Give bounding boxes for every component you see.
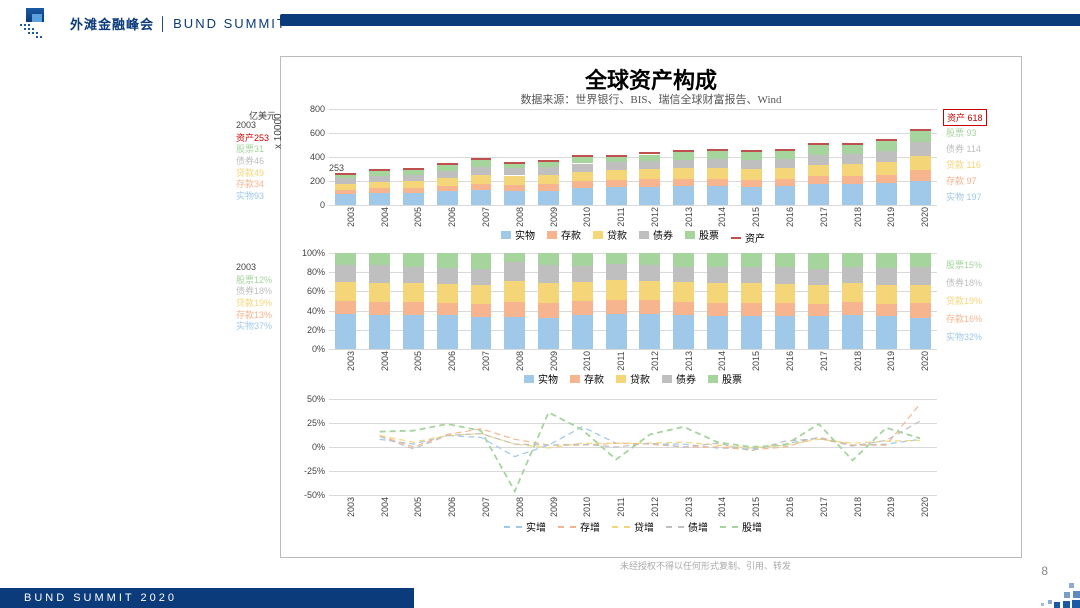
page-number: 8 (1041, 564, 1048, 578)
footer-deco-icon (980, 578, 1080, 608)
footer-bar: BUND SUMMIT 2020 (0, 588, 414, 608)
chart2-stacked-pct: 0%20%40%60%80%100%2003200420052006200720… (329, 253, 937, 349)
chart3-legend: 实增存增贷增债增股增 (329, 519, 937, 534)
logo-icon (20, 6, 60, 40)
chart-panel: 全球资产构成 数据来源：世界银行、BIS、瑞信全球财富报告、Wind 亿美元 x… (280, 56, 1022, 558)
chart1-2003-breakdown: 2003资产253股票31债券46贷款49存款34实物93 (236, 120, 269, 203)
chart2-2003-breakdown: 2003股票12%债券18%贷款19%存款13%实物37% (236, 262, 272, 333)
header: 外滩金融峰会 │ BUND SUMMIT (0, 0, 1080, 46)
chart1-stacked-abs: 0200400600800253200320042005200620072008… (329, 109, 937, 205)
brand: 外滩金融峰会 │ BUND SUMMIT (20, 6, 287, 40)
chart1-legend: 实物存款贷款债券股票资产 (329, 227, 937, 245)
brand-en: BUND SUMMIT (173, 16, 287, 31)
brand-cn: 外滩金融峰会 (70, 14, 154, 33)
header-bar (280, 14, 1080, 26)
chart2-legend: 实物存款贷款债券股票 (329, 371, 937, 386)
copyright: 未经授权不得以任何形式复制、引用、转发 (620, 559, 791, 572)
brand-sep: │ (159, 16, 168, 31)
y-mult-label: x 10000 (273, 113, 284, 149)
chart-source: 数据来源：世界银行、BIS、瑞信全球财富报告、Wind (281, 91, 1021, 107)
chart3-growth-lines: -50%-25%0%25%50%200320042005200620072008… (329, 399, 937, 495)
page: { "header": {"cn": "外滩金融峰会", "en": "BUND… (0, 0, 1080, 608)
